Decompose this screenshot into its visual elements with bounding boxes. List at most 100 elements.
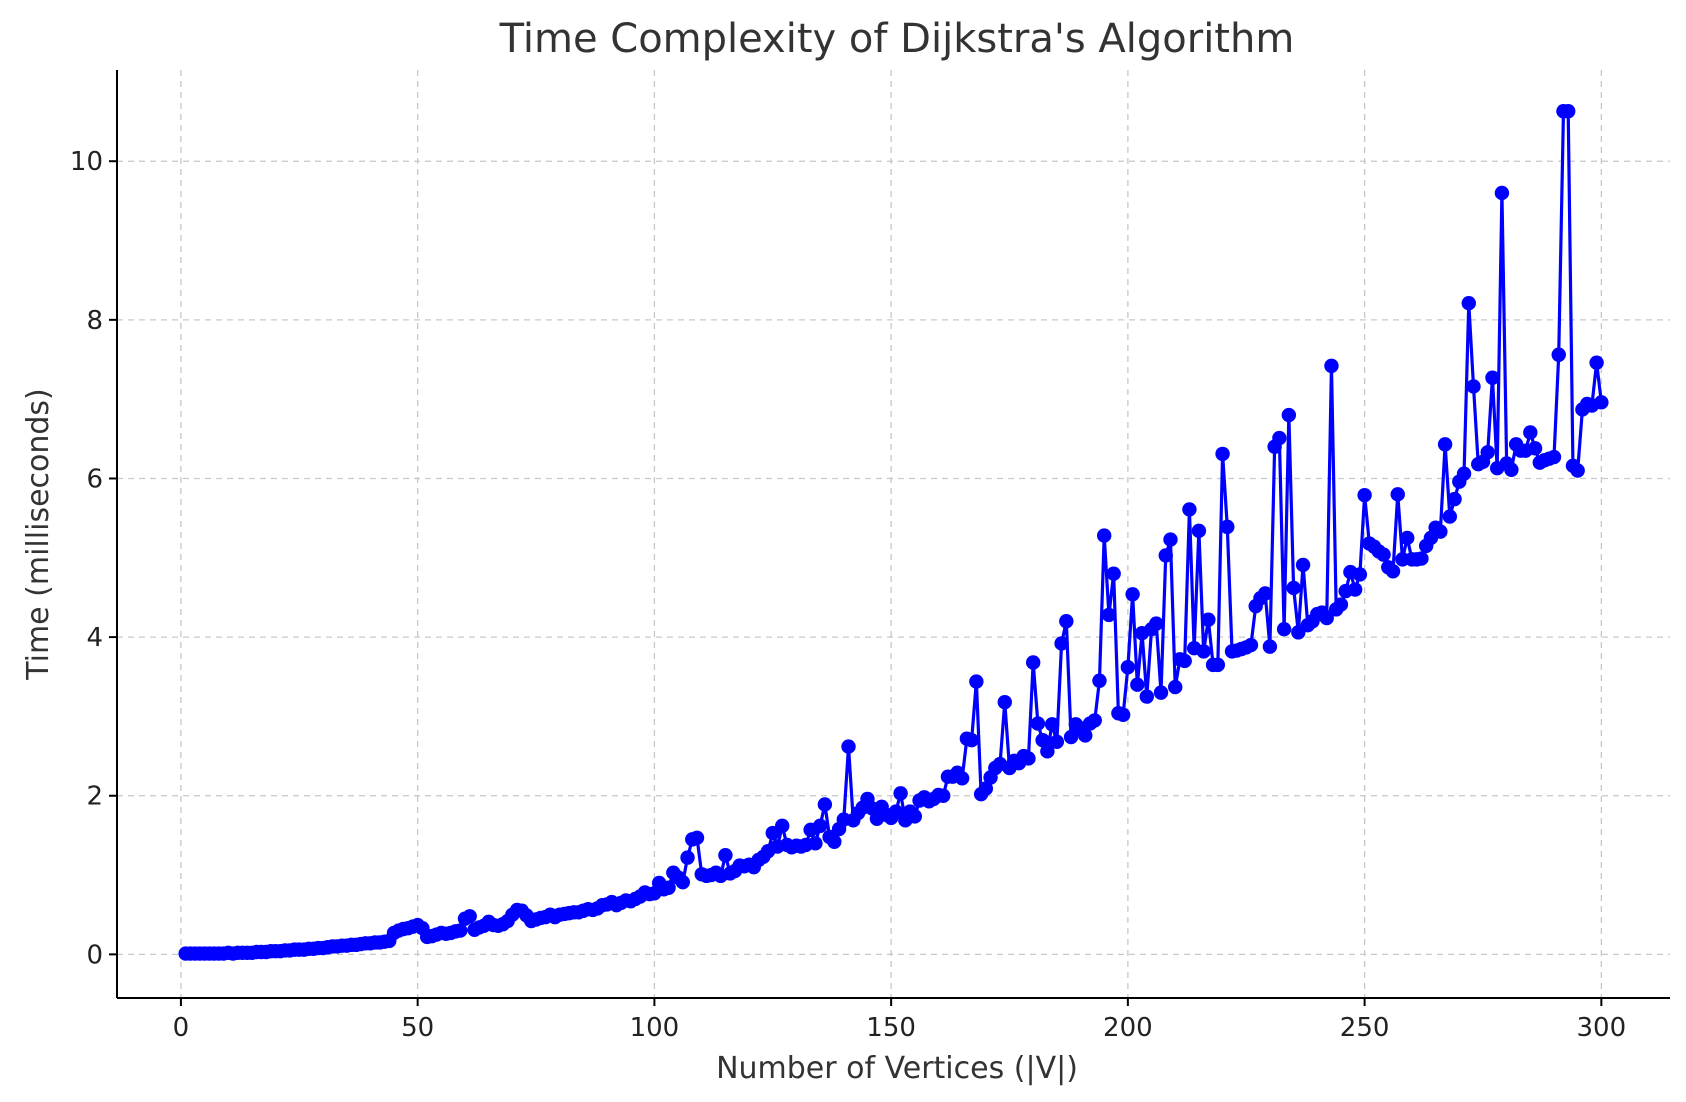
data-point (1210, 657, 1226, 673)
data-point (1546, 449, 1562, 465)
data-point (812, 818, 828, 834)
data-point (1324, 358, 1339, 374)
data-point (1182, 502, 1197, 517)
data-point (453, 923, 468, 938)
x-axis-label: Number of Vertices (|V|) (716, 1051, 1078, 1086)
y-axis-label: Time (milliseconds) (21, 388, 56, 681)
data-point (1523, 425, 1538, 440)
data-point (1466, 379, 1481, 394)
data-point (1385, 564, 1401, 579)
data-point (1120, 660, 1136, 675)
data-point (1220, 519, 1235, 535)
data-point (1125, 587, 1140, 602)
data-point (969, 674, 984, 689)
data-point (1257, 586, 1273, 601)
data-point (1480, 445, 1495, 460)
data-point (1456, 466, 1472, 481)
data-point (1215, 446, 1230, 462)
data-point (1049, 734, 1065, 750)
x-tick-label: 200 (1103, 1013, 1153, 1043)
data-point (817, 797, 833, 812)
data-point (1433, 524, 1448, 539)
data-point (1442, 509, 1458, 524)
data-point (1130, 677, 1145, 692)
chart-title: Time Complexity of Dijkstra's Algorithm (499, 16, 1295, 62)
data-point (1551, 347, 1566, 362)
data-point (1191, 523, 1207, 539)
x-tick-label: 250 (1340, 1013, 1390, 1043)
data-point (1054, 636, 1069, 651)
data-point (1347, 582, 1363, 597)
data-point (1149, 616, 1164, 631)
data-point (907, 809, 923, 824)
y-tick-label: 4 (86, 623, 103, 653)
y-tick-label: 0 (86, 940, 103, 970)
y-tick-label: 6 (86, 464, 103, 494)
data-point (1272, 430, 1287, 446)
data-point (1025, 655, 1041, 670)
data-point (1044, 717, 1060, 732)
data-point (1201, 612, 1216, 627)
data-point (1177, 653, 1192, 669)
data-point (1040, 744, 1055, 759)
data-point (1352, 567, 1368, 582)
data-point (1447, 491, 1462, 507)
y-tick-label: 8 (86, 306, 103, 336)
data-point (1281, 407, 1297, 423)
x-tick-label: 100 (630, 1013, 680, 1043)
data-point (689, 830, 705, 845)
data-point (1376, 547, 1391, 562)
data-point (1319, 610, 1334, 626)
data-point (1414, 551, 1429, 566)
data-point (808, 836, 823, 851)
data-point (1139, 689, 1155, 704)
data-point (1158, 548, 1173, 563)
data-point (1295, 557, 1311, 573)
data-point (1163, 532, 1178, 547)
data-point (954, 771, 970, 786)
data-point (827, 834, 842, 849)
x-tick-label: 50 (401, 1013, 434, 1043)
data-point (680, 850, 695, 865)
x-tick-label: 0 (173, 1013, 190, 1043)
data-point (1276, 621, 1292, 637)
data-point (1106, 566, 1121, 581)
data-point (1400, 530, 1415, 546)
data-point (1485, 370, 1500, 385)
y-tick-label: 2 (86, 782, 103, 812)
x-tick-label: 150 (866, 1013, 916, 1043)
data-point (1115, 707, 1131, 723)
data-point (1504, 462, 1519, 477)
data-point (1570, 463, 1585, 478)
data-point (775, 818, 790, 834)
data-point (1030, 716, 1046, 731)
data-point (1059, 614, 1074, 629)
data-point (1333, 597, 1349, 612)
data-point (978, 781, 994, 796)
data-point (888, 804, 904, 819)
data-point (1262, 639, 1278, 654)
data-point (936, 788, 951, 803)
data-point (997, 694, 1012, 710)
data-point (1561, 104, 1576, 119)
data-point (1097, 528, 1112, 543)
grid (117, 70, 1670, 998)
data-point (1168, 679, 1183, 695)
data-point (964, 733, 979, 748)
data-point (1527, 441, 1543, 456)
data-point (841, 739, 856, 754)
y-tick-label: 10 (70, 147, 103, 177)
data-point (1063, 729, 1079, 745)
data-point (1461, 295, 1476, 311)
data-series (178, 104, 1609, 961)
x-tick-label: 300 (1577, 1013, 1627, 1043)
data-point (893, 786, 908, 801)
data-point (462, 909, 477, 924)
data-point (1390, 487, 1405, 502)
data-point (1594, 395, 1609, 410)
data-point (1437, 437, 1453, 452)
data-point (718, 848, 733, 863)
data-point (1092, 673, 1107, 688)
